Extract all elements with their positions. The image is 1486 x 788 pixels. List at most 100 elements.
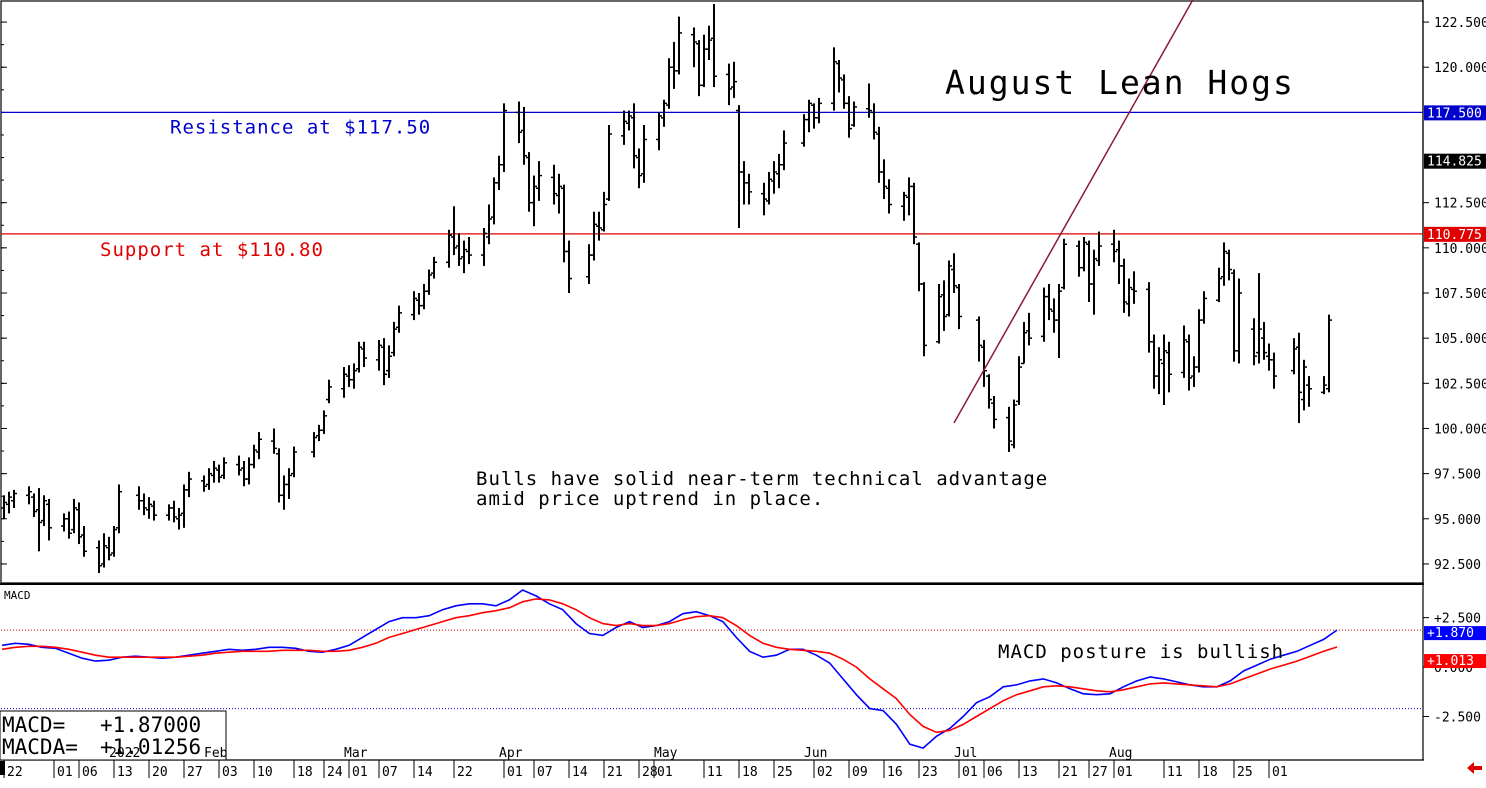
price-bar (1026, 312, 1032, 346)
price-bar (271, 428, 277, 454)
price-bar (1261, 321, 1267, 360)
price-y-tick-label: 92.500 (1434, 558, 1481, 573)
price-y-tick-label: 100.000 (1434, 422, 1486, 437)
x-tick-label: 24 (327, 765, 343, 780)
annotation-line-1: Bulls have solid near-term technical adv… (476, 468, 1048, 490)
x-tick-label: 28 (642, 765, 658, 780)
price-y-tick-label: 102.500 (1434, 377, 1486, 392)
price-bar (1201, 291, 1207, 324)
red-left-arrow-icon[interactable] (1467, 762, 1482, 774)
x-tick-label: 14 (417, 765, 433, 780)
price-bar (1051, 298, 1057, 333)
price-bar (136, 486, 142, 510)
price-bar (421, 283, 427, 310)
price-bar (641, 125, 647, 183)
x-tick-label: 27 (187, 765, 203, 780)
price-bar (636, 148, 642, 189)
price-bar (881, 159, 887, 200)
price-bar (876, 126, 882, 183)
price-bar (346, 365, 352, 387)
price-bar (1296, 332, 1302, 424)
price-bar (901, 191, 907, 221)
x-tick-label: 01 (1272, 765, 1288, 780)
price-bar (246, 457, 252, 485)
macda-line (1, 598, 1338, 734)
scroll-left-handle[interactable] (0, 761, 5, 775)
price-bar (221, 457, 227, 480)
price-bar (1186, 334, 1192, 391)
x-tick-label: 22 (457, 765, 473, 780)
price-bar (431, 256, 437, 279)
price-bar (941, 280, 947, 331)
price-bar (746, 173, 752, 205)
x-axis: 22 01 06 13 20 27 03 10 18 24 01 07 14 22 01 07 14 21 28 01… (3, 760, 1288, 780)
price-bar (1056, 283, 1062, 359)
price-bar (556, 173, 562, 214)
price-bar (396, 305, 402, 333)
price-bar (41, 495, 47, 527)
price-bar (1116, 240, 1122, 284)
price-bar (1161, 334, 1167, 405)
macda-readout-value: +1.01256 (100, 735, 201, 759)
price-bar (596, 211, 602, 241)
price-bar (631, 103, 637, 169)
price-bar (656, 112, 662, 151)
x-tick-label: 22 (7, 765, 23, 780)
price-y-tick-label: 107.500 (1434, 287, 1486, 302)
price-bar (96, 540, 102, 573)
x-tick-label: 11 (1167, 765, 1183, 780)
price-bar (1046, 283, 1052, 321)
price-y-tick-label: 95.000 (1434, 513, 1481, 528)
price-bar (66, 511, 72, 539)
price-bar (461, 240, 467, 274)
price-bar (991, 395, 997, 429)
x-tick-label: 18 (742, 765, 758, 780)
price-bar (1156, 347, 1162, 395)
price-bar (311, 432, 317, 458)
price-bar (1041, 287, 1047, 342)
price-bar (206, 468, 212, 490)
price-bar (1006, 406, 1012, 452)
x-tick-label: 13 (117, 765, 133, 780)
price-bar (1061, 238, 1067, 290)
price-bar (626, 110, 632, 131)
price-bar (621, 110, 627, 145)
macd-tag-text: +1.870 (1427, 626, 1474, 641)
price-bar (446, 229, 452, 268)
x-tick-label: 18 (297, 765, 313, 780)
price-bar (1076, 240, 1082, 277)
price-bar (851, 101, 857, 127)
price-bar (1191, 356, 1197, 387)
x-tick-label: 18 (1202, 765, 1218, 780)
price-bar (831, 47, 837, 111)
price-bar (661, 99, 667, 127)
price-bar (1326, 314, 1332, 393)
price-bar (726, 63, 732, 106)
price-bar (181, 484, 187, 528)
price-bar (911, 182, 917, 245)
annotation-line-2: amid price uptrend in place. (476, 488, 824, 510)
price-bar (986, 374, 992, 409)
price-bar (491, 177, 497, 225)
price-bar (666, 58, 672, 109)
price-bar (766, 171, 772, 205)
price-bar (171, 500, 177, 523)
price-bar (356, 341, 362, 373)
price-bar (711, 4, 717, 88)
price-bar (906, 177, 912, 216)
price-bar (1321, 376, 1327, 395)
price-bar (976, 316, 982, 362)
price-bar (1226, 249, 1232, 281)
price-bar (1166, 341, 1172, 393)
price-bar (256, 432, 262, 460)
x-tick-label: 25 (777, 765, 793, 780)
price-bar (1266, 343, 1272, 371)
price-bar (341, 367, 347, 398)
price-bar (351, 363, 357, 389)
macd-readout-label: MACD= (2, 713, 65, 737)
price-bar (1306, 376, 1312, 407)
price-bar (531, 175, 537, 227)
price-bar (1221, 242, 1227, 286)
price-bar (566, 240, 572, 293)
